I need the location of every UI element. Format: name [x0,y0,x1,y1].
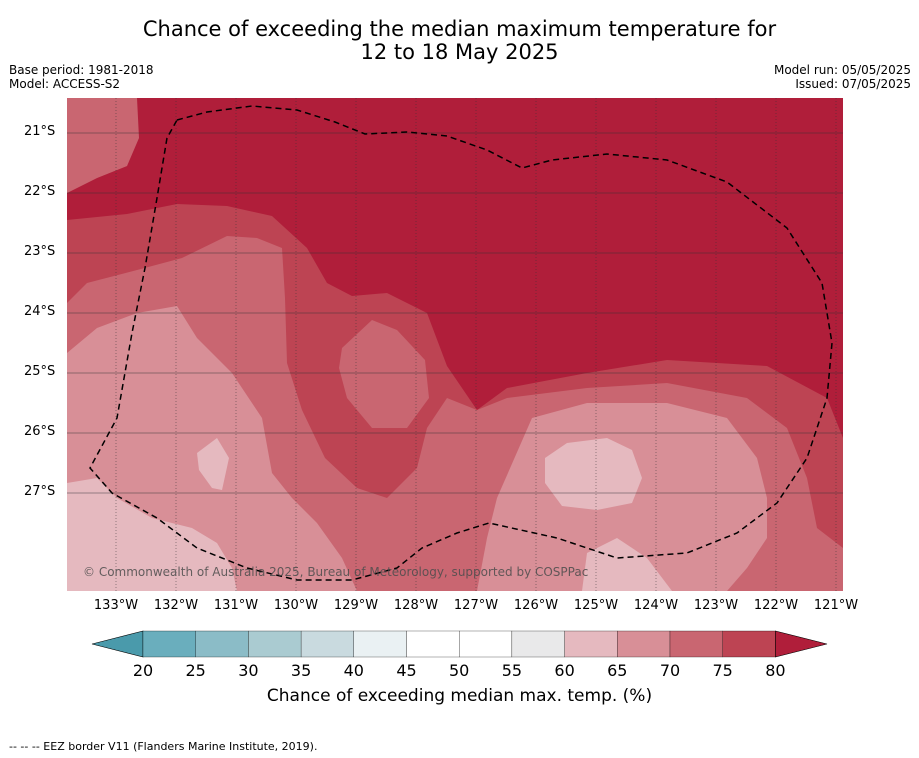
colorbar-tick-label: 55 [501,661,523,680]
zone-60-65-left [67,478,237,591]
colorbar-tick-label: 80 [765,661,786,680]
model-run-text: Model run: 05/05/2025 [773,63,911,77]
longitude-label: 126°W [513,598,559,613]
colorbar-label: Chance of exceeding median max. temp. (%… [266,686,653,706]
model-text: Model: ACCESS-S2 [9,77,121,91]
longitude-label: 121°W [813,598,859,613]
map-title: Chance of exceeding the median maximum t… [0,18,919,64]
colorbar-bin [459,630,513,658]
longitude-label: 130°W [273,598,319,613]
longitude-label: 124°W [633,598,679,613]
colorbar-tick-label: 25 [185,661,206,680]
longitude-label: 125°W [573,598,619,613]
longitude-label: 132°W [153,598,199,613]
zone-70-75-topleft [67,98,139,193]
graticule [67,98,843,591]
latitude-label: 25°S [24,364,56,379]
colorbar-bin [669,630,723,658]
latitude-label: 26°S [24,424,56,439]
colorbar-bin [722,630,776,658]
meta-right: Model run: 05/05/2025 Issued: 07/05/2025 [774,63,911,91]
colorbar-under-arrow [91,630,144,658]
colorbar-over-arrow [775,630,828,658]
title-line-2: 12 to 18 May 2025 [360,40,559,64]
colorbar-bin [195,630,249,658]
colorbar-tick-label: 40 [343,661,364,680]
colorbar-bin [353,630,407,658]
colorbar-tick-label: 30 [238,661,259,680]
colorbar-bin [406,630,460,658]
longitude-label: 133°W [93,598,139,613]
latitude-label: 22°S [24,184,56,199]
colorbar-tick-label: 70 [659,661,681,680]
issued-text: Issued: 07/05/2025 [795,77,911,91]
longitude-label: 123°W [693,598,739,613]
longitude-label: 129°W [333,598,379,613]
colorbar-tick-label: 45 [396,661,417,680]
zone-gt80 [67,98,843,438]
colorbar-bin [511,630,565,658]
colorbar-tick-label: 60 [554,661,575,680]
latitude-label: 21°S [24,124,56,139]
colorbar-tick-label: 75 [712,661,733,680]
eez-border [89,105,833,581]
zone-60-65-right [545,438,642,510]
colorbar-tick-label: 20 [132,661,154,680]
colorbar [91,630,828,658]
colorbar-tick-label: 65 [607,661,628,680]
colorbar-tick-label: 50 [449,661,470,680]
longitude-label: 128°W [393,598,439,613]
colorbar-bin [300,630,354,658]
zone-70-75-center [339,320,429,428]
latitude-label: 24°S [24,304,56,319]
latitude-label: 27°S [24,484,56,499]
base-period-text: Base period: 1981-2018 [9,63,154,77]
longitude-label: 122°W [753,598,799,613]
zone-60-65-bottom [582,538,672,591]
latitude-label: 23°S [24,244,56,259]
colorbar-bin [248,630,302,658]
longitude-label: 131°W [213,598,259,613]
copyright-text: © Commonwealth of Australia 2025, Bureau… [83,565,589,579]
meta-left: Base period: 1981-2018 Model: ACCESS-S2 [9,63,154,91]
colorbar-tick-label: 35 [290,661,312,680]
colorbar-bin [564,630,618,658]
colorbar-bin [617,630,671,658]
probability-map [67,98,843,591]
title-line-1: Chance of exceeding the median maximum t… [142,17,777,41]
longitude-label: 127°W [453,598,499,613]
eez-legend-text: -- -- -- EEZ border V11 (Flanders Marine… [9,740,318,753]
colorbar-bin [142,630,196,658]
zone-60-65-islet [197,438,229,490]
